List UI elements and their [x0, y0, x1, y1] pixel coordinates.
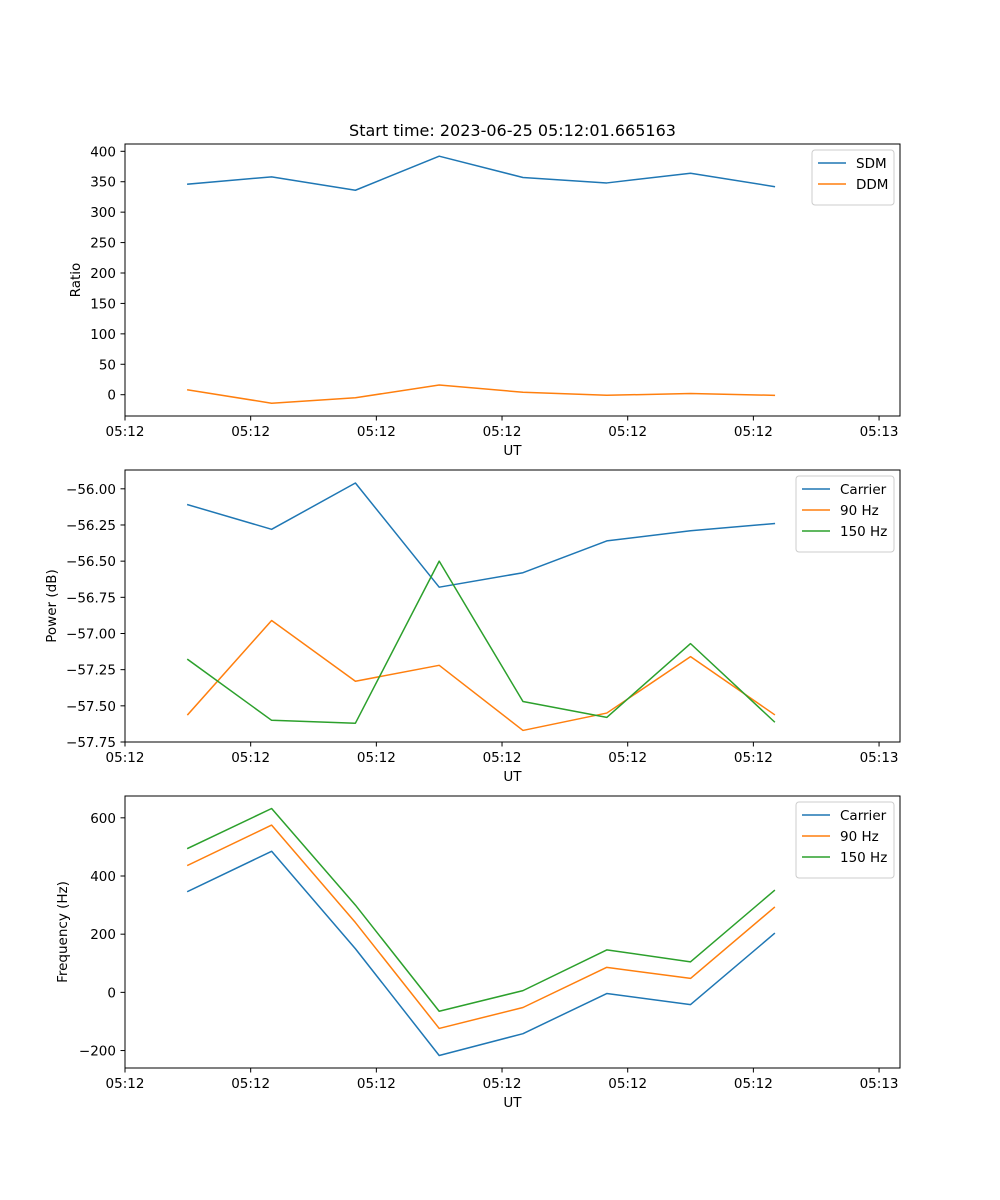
y-tick-label: −56.75 [66, 590, 116, 606]
y-axis-label: Frequency (Hz) [55, 881, 71, 983]
legend: Carrier 90 Hz 150 Hz [795, 475, 895, 553]
axes-frame [124, 143, 901, 417]
legend-label-hz90: 90 Hz [840, 829, 879, 845]
y-tick-label: −57.00 [66, 626, 116, 642]
y-tick-label: 400 [90, 144, 116, 160]
x-tick-label: 05:12 [483, 750, 522, 766]
x-tick-label: 05:12 [483, 1076, 522, 1092]
series-line-hz90 [186, 824, 776, 1030]
ratio-panel: 05:12 05:12 05:12 05:12 05:12 05:12 05:13 0 50 10… [68, 143, 901, 459]
series-line-carrier [186, 850, 776, 1057]
x-tick-label: 05:12 [734, 424, 773, 440]
series-line-hz150 [186, 560, 776, 724]
series-line-sdm [187, 155, 776, 191]
x-tick-label: 05:13 [860, 1076, 899, 1092]
y-tick-label: −57.50 [66, 699, 116, 715]
x-tick-label: 05:13 [860, 750, 899, 766]
y-tick-label: 350 [90, 175, 116, 191]
y-tick-label: 600 [90, 811, 116, 827]
y-tick-label: 100 [90, 327, 116, 343]
y-axis-label: Ratio [68, 263, 84, 298]
legend-label-carrier: Carrier [840, 482, 887, 498]
power-panel: 05:12 05:12 05:12 05:12 05:12 05:12 05:13 −57.7… [44, 469, 901, 785]
x-axis-label: UT [503, 1095, 522, 1111]
x-tick-label: 05:12 [608, 1076, 647, 1092]
y-tick-label: −57.25 [66, 663, 116, 679]
series-line-hz90 [186, 619, 776, 732]
y-tick-label: 200 [90, 927, 116, 943]
legend-label-hz150: 150 Hz [840, 524, 887, 540]
series-line-carrier [186, 482, 776, 588]
legend-label-hz150: 150 Hz [840, 850, 887, 866]
series-line-ddm [186, 384, 776, 404]
y-tick-label: −56.50 [66, 554, 116, 570]
x-tick-label: 05:12 [608, 750, 647, 766]
legend-label-carrier: Carrier [840, 808, 887, 824]
x-tick-label: 05:12 [734, 750, 773, 766]
x-tick-label: 05:12 [357, 750, 396, 766]
y-tick-label: 300 [90, 205, 116, 221]
y-tick-label: −56.00 [66, 482, 116, 498]
y-tick-label: 400 [90, 869, 116, 885]
y-tick-label: 0 [107, 985, 116, 1001]
x-tick-label: 05:12 [734, 1076, 773, 1092]
y-tick-label: 250 [90, 236, 116, 252]
legend: Carrier 90 Hz 150 Hz [795, 801, 895, 879]
y-tick-label: 0 [107, 388, 116, 404]
y-tick-label: −200 [79, 1044, 116, 1060]
x-tick-label: 05:12 [231, 1076, 270, 1092]
legend-label-hz90: 90 Hz [840, 503, 879, 519]
x-tick-label: 05:12 [106, 424, 145, 440]
axes-frame [124, 469, 901, 743]
legend-label-sdm: SDM [856, 156, 887, 172]
x-axis-label: UT [503, 769, 522, 785]
y-axis-label: Power (dB) [44, 569, 60, 642]
y-tick-label: −56.25 [66, 518, 116, 534]
x-tick-label: 05:12 [106, 750, 145, 766]
y-tick-label: 150 [90, 296, 116, 312]
x-tick-label: 05:13 [860, 424, 899, 440]
legend: SDM DDM [811, 149, 895, 206]
legend-box [795, 801, 895, 879]
x-tick-label: 05:12 [357, 424, 396, 440]
legend-box [795, 475, 895, 553]
x-tick-label: 05:12 [608, 424, 647, 440]
y-tick-label: 200 [90, 266, 116, 282]
legend-label-ddm: DDM [856, 177, 888, 193]
x-tick-label: 05:12 [231, 424, 270, 440]
axes-frame [124, 795, 901, 1069]
x-axis-label: UT [503, 443, 522, 459]
y-tick-label: −57.75 [66, 735, 116, 751]
y-tick-label: 50 [99, 357, 116, 373]
x-tick-label: 05:12 [483, 424, 522, 440]
frequency-panel: 05:12 05:12 05:12 05:12 05:12 05:12 05:13 −200 0… [55, 795, 901, 1111]
figure-title: Start time: 2023-06-25 05:12:01.665163 [349, 121, 676, 140]
x-tick-label: 05:12 [357, 1076, 396, 1092]
x-tick-label: 05:12 [106, 1076, 145, 1092]
series-line-hz150 [186, 807, 776, 1013]
x-tick-label: 05:12 [231, 750, 270, 766]
